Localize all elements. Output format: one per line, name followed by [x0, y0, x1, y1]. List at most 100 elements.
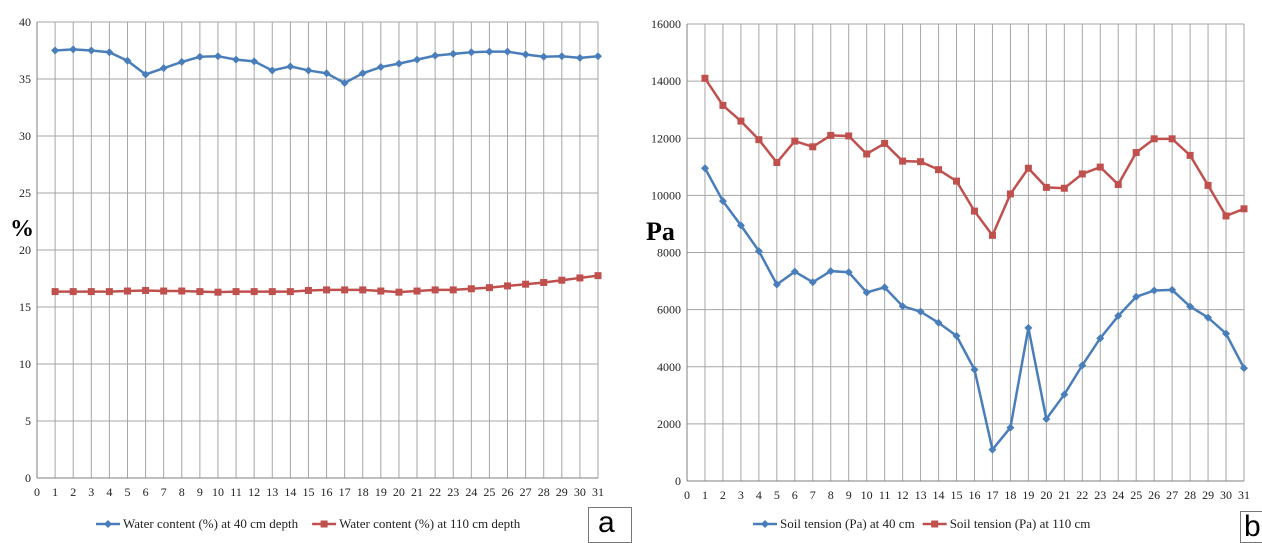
chart-1-legend-1-label: Soil tension (Pa) at 110 cm: [950, 516, 1091, 531]
chart-0-series-0-point: [141, 70, 150, 79]
chart-0-series-0-point: [485, 47, 494, 56]
chart-0-series-1-point: [160, 287, 168, 295]
chart-0-x-tick-label: 10: [212, 485, 224, 499]
chart-0-series-1-point: [250, 288, 258, 296]
chart-1-x-tick-label: 21: [1058, 488, 1070, 502]
chart-0-x-tick-label: 27: [520, 485, 532, 499]
chart-0-legend-1-marker: [320, 520, 328, 528]
chart-1-x-tick-label: 9: [846, 488, 852, 502]
chart-1-x-tick-label: 30: [1220, 488, 1232, 502]
chart-1-x-tick-label: 6: [792, 488, 798, 502]
chart-0-x-tick-label: 31: [592, 485, 604, 499]
chart-1-series-0-point: [916, 307, 925, 316]
chart-0-series-0-point: [159, 64, 168, 73]
chart-1-series-1-point: [1222, 212, 1230, 220]
chart-0-series-0-point: [503, 47, 512, 56]
chart-1-x-tick-label: 15: [951, 488, 963, 502]
chart-1-y-tick-label: 10000: [651, 188, 681, 202]
chart-0-series-1-point: [540, 278, 548, 286]
chart-0-series-1-point: [467, 285, 475, 293]
chart-1-series-0-point: [970, 365, 979, 374]
chart-1-y-tick-label: 6000: [657, 303, 681, 317]
chart-0-series-0-point: [521, 50, 530, 59]
chart-1-series-1-point: [1204, 181, 1212, 189]
panel-a-label-box: [588, 507, 632, 543]
chart-1-series-0-point: [1060, 390, 1069, 399]
chart-1-series-0-point: [1078, 361, 1087, 370]
chart-0-x-tick-label: 8: [179, 485, 185, 499]
chart-0-x-tick-label: 12: [248, 485, 260, 499]
chart-1-x-tick-label: 23: [1094, 488, 1106, 502]
chart-1-series-1-point: [809, 143, 817, 151]
chart-0-series-1-point: [196, 288, 204, 296]
chart-1-x-tick-label: 12: [897, 488, 909, 502]
chart-0-x-tick-label: 28: [538, 485, 550, 499]
chart-1-y-tick-label: 8000: [657, 246, 681, 260]
chart-0-series-0-point: [557, 52, 566, 61]
chart-0-series-0-point: [87, 46, 96, 55]
chart-1-series-0-point: [1186, 302, 1195, 311]
chart-0-series-1-point: [304, 286, 312, 294]
chart-1-series-1-point: [773, 159, 781, 167]
chart-1-series-1-point: [970, 207, 978, 215]
chart-1-y-tick-label: 4000: [657, 360, 681, 374]
chart-0-y-tick-label: 5: [25, 414, 31, 428]
chart-1-x-tick-label: 25: [1130, 488, 1142, 502]
chart-1-x-tick-label: 29: [1202, 488, 1214, 502]
chart-panel-a: 0 5 10 15 20 25 30 35 40 0 1 2 3 4 5 6 7 8 9 10 11 12 13 14 15 16…: [0, 0, 632, 543]
chart-0-y-axis-label: %: [10, 216, 34, 242]
chart-1-x-tick-label: 24: [1112, 488, 1124, 502]
chart-1-x-tick-label: 7: [810, 488, 816, 502]
chart-1-series-0-point: [862, 288, 871, 297]
chart-0-x-tick-label: 0: [34, 485, 40, 499]
chart-1-series-1-point: [1132, 149, 1140, 157]
chart-1-series-1-point: [1042, 183, 1050, 191]
chart-1-y-axis-label: Pa: [646, 217, 675, 246]
chart-0-legend-0-label: Water content (%) at 40 cm depth: [123, 516, 299, 531]
chart-0-x-tick-label: 20: [393, 485, 405, 499]
chart-1-series-1-point: [791, 137, 799, 145]
chart-0-series-0-point: [195, 52, 204, 61]
chart-0-y-tick-label: 10: [19, 357, 31, 371]
chart-0-x-tick-label: 18: [357, 485, 369, 499]
chart-1-series-0-point: [988, 445, 997, 454]
chart-0-series-0-point: [304, 66, 313, 75]
chart-1-series-0-point: [898, 302, 907, 311]
chart-0-series-1-point: [214, 288, 222, 296]
chart-0-x-tick-label: 30: [574, 485, 586, 499]
chart-1-series-1-point: [1060, 184, 1068, 192]
chart-0-series-1-point: [341, 286, 349, 294]
chart-1-series-0-point: [1096, 334, 1105, 343]
chart-0-y-tick-label: 25: [19, 186, 31, 200]
chart-0-y-tick-label: 0: [25, 471, 31, 485]
chart-0-series-0-point: [340, 78, 349, 87]
chart-0-series-0-point: [431, 51, 440, 60]
chart-1-x-tick-label: 0: [684, 488, 690, 502]
chart-0-series-1-point: [323, 286, 331, 294]
chart-0-series-1-point: [268, 288, 276, 296]
chart-1-series-0-point: [1132, 292, 1141, 301]
chart-1-series-1-point: [701, 74, 709, 82]
chart-1-series-0-point: [1240, 364, 1248, 373]
chart-1-y-tick-label: 2000: [657, 417, 681, 431]
chart-1-y-tick-label: 16000: [651, 17, 681, 31]
chart-0-series-0-point: [449, 49, 458, 58]
chart-0-x-tick-label: 6: [143, 485, 149, 499]
chart-0-series-0-point: [232, 55, 241, 64]
chart-1-series-1-point: [719, 101, 727, 109]
chart-0-series-0-point: [575, 53, 584, 62]
chart-1-series-1-point: [863, 150, 871, 158]
chart-panel-b: 0 2000 4000 6000 8000 10000 12000 14000 16000 0 1 2…: [633, 0, 1262, 543]
chart-1-series-0-point: [934, 318, 943, 327]
chart-1-x-tick-label: 3: [738, 488, 744, 502]
chart-0-series-0-point: [51, 46, 60, 55]
chart-1-x-tick-label: 18: [1004, 488, 1016, 502]
chart-0-series-0-point: [177, 57, 186, 66]
chart-0-series-1-point: [558, 276, 566, 284]
chart-0-x-tick-label: 17: [339, 485, 351, 499]
panel-b-label: b: [1244, 510, 1261, 543]
chart-0-series-1-point: [178, 287, 186, 295]
chart-1-x-tick-label: 31: [1238, 488, 1250, 502]
chart-0-x-tick-label: 22: [429, 485, 441, 499]
